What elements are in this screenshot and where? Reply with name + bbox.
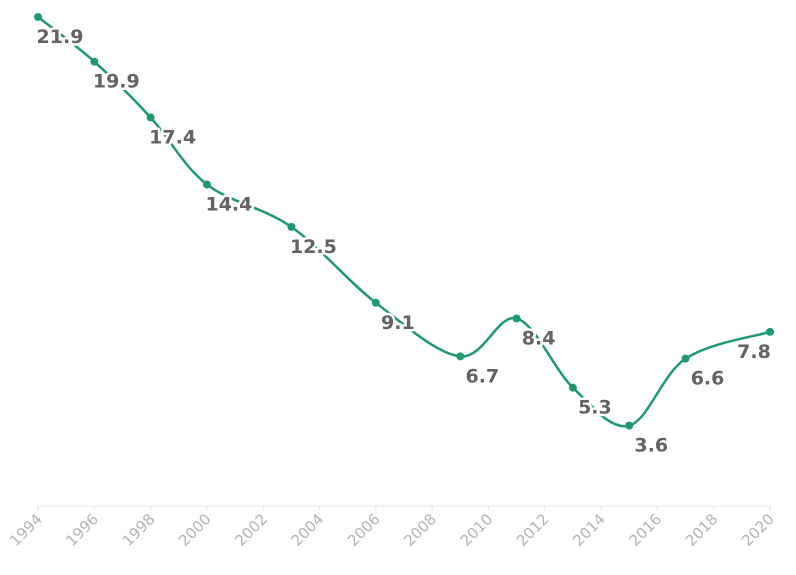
data-points	[34, 13, 774, 430]
series-line	[37, 16, 771, 428]
x-tick-label: 2010	[457, 510, 497, 550]
data-point	[34, 13, 42, 21]
data-label: 12.5	[290, 236, 337, 258]
x-tick-label: 2020	[738, 510, 778, 550]
data-point	[512, 314, 521, 323]
data-point	[568, 383, 577, 392]
x-tick-label: 2012	[513, 510, 553, 550]
data-point	[456, 352, 465, 361]
x-tick-label: 2016	[625, 510, 665, 550]
data-label: 8.4	[522, 327, 556, 349]
x-tick-label: 2004	[288, 510, 328, 550]
data-point	[146, 113, 155, 122]
x-tick-label: 2002	[231, 510, 271, 550]
data-label: 9.1	[381, 312, 415, 334]
data-point	[625, 421, 634, 430]
data-label: 19.9	[93, 71, 140, 93]
x-tick-label: 2014	[569, 510, 609, 550]
data-labels: 21.9 19.9 17.4 14.4 12.5 9.1 6.7 8.4 5.3 3.6 6.6 7.…	[34, 24, 773, 460]
x-tick-label: 2008	[400, 510, 440, 550]
x-tick-label: 2000	[175, 510, 215, 550]
x-tick-label: 1994	[6, 510, 46, 550]
data-point	[202, 180, 211, 189]
data-point	[371, 298, 380, 307]
x-tick-label: 2006	[344, 510, 384, 550]
data-label: 7.8	[737, 341, 771, 363]
data-label: 14.4	[205, 193, 252, 215]
data-label: 6.6	[691, 368, 725, 390]
data-point	[90, 57, 99, 66]
data-label: 17.4	[149, 126, 196, 148]
data-label: 6.7	[465, 365, 499, 387]
data-point	[681, 354, 690, 363]
data-label: 21.9	[37, 26, 84, 48]
x-tick-label: 1998	[119, 510, 159, 550]
data-label: 3.6	[634, 435, 668, 457]
x-tick-label: 1996	[62, 510, 102, 550]
data-point	[287, 222, 296, 231]
data-point	[766, 327, 774, 336]
x-tick-label: 2018	[682, 510, 722, 550]
x-tick-labels: 1994 1996 1998 2000 2002 2004 2006 2008 2010 2012…	[6, 506, 778, 550]
data-label: 5.3	[578, 397, 612, 419]
